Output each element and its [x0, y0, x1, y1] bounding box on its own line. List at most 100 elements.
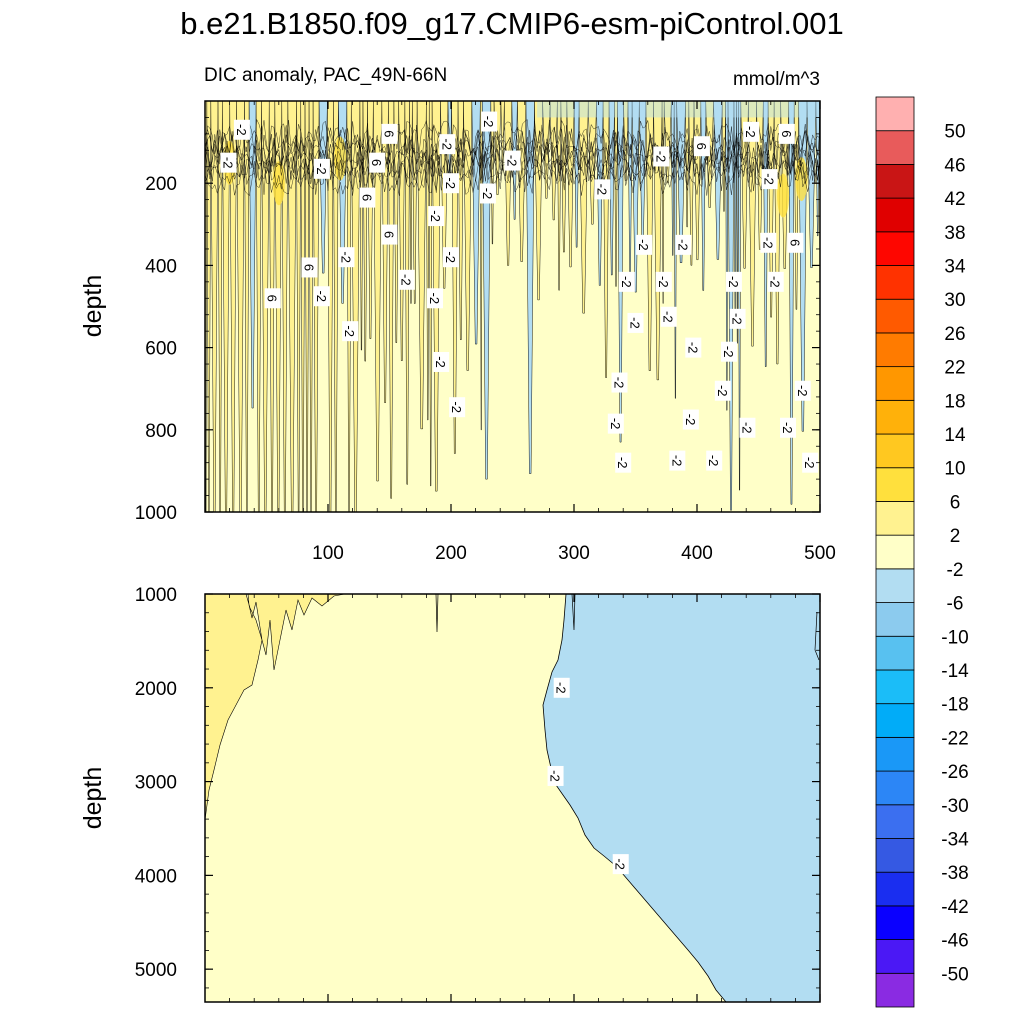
contour-label-text: -2 — [594, 184, 609, 196]
field-stripe — [281, 101, 289, 512]
contour-label: 6 — [359, 187, 376, 208]
field-stripe — [255, 101, 262, 512]
field-stripe — [471, 101, 481, 345]
contour-label-box — [655, 271, 672, 292]
y-tick-label: 200 — [145, 174, 177, 195]
contour-label: -2 — [714, 380, 731, 401]
contour-label-box — [685, 337, 702, 358]
y-tick-label: 2000 — [135, 679, 177, 700]
field-stripe — [362, 101, 368, 362]
colorbar-box — [875, 568, 915, 603]
field-stripe — [236, 101, 245, 512]
field-stripe — [416, 101, 427, 430]
contour-label-box — [669, 450, 686, 471]
contour-label: -2 — [802, 452, 819, 473]
contour-label: -2 — [794, 380, 811, 401]
contour-label-box — [653, 146, 670, 167]
field-stripe — [333, 101, 339, 512]
units-label: mmol/m^3 — [733, 69, 820, 90]
colorbar-label: -14 — [941, 661, 969, 682]
colorbar-label: -30 — [941, 796, 968, 817]
contour-label-box — [618, 271, 635, 292]
contour-label-text: -2 — [675, 239, 690, 251]
lower-positive-region — [205, 594, 346, 821]
contour-label-text: -2 — [661, 311, 676, 323]
contour-label-box — [693, 136, 710, 157]
field-stripe — [244, 101, 250, 512]
contour-label-box — [313, 158, 330, 179]
contour-label-text: -2 — [656, 276, 671, 288]
contour-label-text: 6 — [779, 130, 794, 137]
field-stripe — [500, 101, 505, 171]
contour-label: -2 — [313, 286, 330, 307]
colorbar-box — [875, 399, 915, 435]
colorbar-label: -2 — [947, 560, 964, 581]
contour-label-text: -2 — [480, 188, 495, 200]
contour-label-text: -2 — [608, 418, 623, 430]
colorbar-label: 34 — [944, 257, 966, 278]
contour-label: -2 — [607, 413, 624, 434]
colorbar-label: 6 — [950, 492, 961, 513]
contour-label-text: -2 — [342, 325, 357, 337]
contour-label: 6 — [301, 257, 318, 278]
colorbar-box — [875, 332, 915, 368]
colorbar-box — [875, 534, 915, 570]
field-stripe — [725, 101, 729, 411]
lower-plot-frame — [204, 593, 821, 1003]
contour-label-box — [381, 123, 398, 144]
contour-label-box — [802, 452, 819, 473]
contour-label-text: -2 — [427, 292, 442, 304]
x-tick-label: 200 — [435, 543, 467, 564]
contour-label-text: -2 — [443, 177, 458, 189]
y-tick-label: 1000 — [135, 585, 177, 606]
lower-contour-labels: -2 -2 -2 — [547, 677, 629, 875]
colorbar-box — [875, 366, 915, 401]
colorbar-label: 26 — [944, 324, 965, 345]
contour-label-box — [428, 206, 445, 227]
contour-label-text: -2 — [338, 251, 353, 263]
contour-label-text: 6 — [787, 239, 802, 246]
contour-label-box — [443, 247, 459, 268]
warm-hotspot — [272, 161, 285, 206]
contour-label-text: -2 — [739, 422, 754, 434]
contour-label: 6 — [693, 136, 710, 157]
contour-label: -2 — [743, 121, 760, 142]
contour-label-box — [433, 351, 450, 372]
colorbar-label: 2 — [950, 526, 961, 547]
upper-axes: 200 400 600 800 1000 — [135, 100, 821, 524]
colorbar-box — [875, 501, 915, 536]
colorbar-label: 18 — [944, 391, 965, 412]
colorbar-box — [875, 736, 915, 772]
contour-label-box — [794, 380, 811, 401]
contour-label-box — [594, 179, 611, 200]
contour-label-box — [220, 152, 237, 173]
contour-label-box — [313, 286, 330, 307]
contour-label-text: -2 — [685, 342, 700, 354]
contour-label: 6 — [381, 123, 398, 144]
field-stripe — [287, 101, 297, 512]
contour-label-box — [338, 247, 355, 268]
colorbar-box — [875, 164, 915, 199]
colorbar-label: -6 — [947, 594, 964, 615]
contour-label: -2 — [669, 450, 686, 471]
colorbar-label: 46 — [944, 155, 965, 176]
lower-axes: 1000 2000 3000 4000 5000 — [135, 585, 821, 1002]
contour-label: -2 — [706, 450, 723, 471]
contour-label-box — [675, 234, 692, 255]
contour-label: -2 — [725, 271, 742, 292]
contour-label: -2 — [780, 417, 797, 438]
contour-label-box — [381, 224, 398, 245]
colorbar-label: -18 — [941, 695, 968, 716]
contour-label: -2 — [481, 111, 498, 132]
contour-label-box — [725, 271, 742, 292]
contour-label-text: -2 — [505, 155, 520, 167]
contour-label-text: -2 — [669, 455, 684, 467]
contour-label: -2 — [615, 452, 632, 473]
contour-label-box — [449, 397, 466, 418]
contour-label: -2 — [767, 271, 784, 292]
contour-label: -2 — [729, 308, 746, 329]
chart-title: b.e21.B1850.f09_g17.CMIP6-esm-piControl.… — [180, 6, 843, 41]
contour-label: -2 — [636, 234, 653, 255]
field-stripe — [388, 101, 395, 499]
contour-label-box — [714, 380, 731, 401]
